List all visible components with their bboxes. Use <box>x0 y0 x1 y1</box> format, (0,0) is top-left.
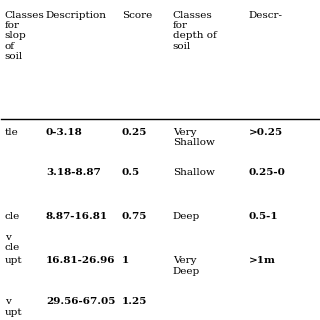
Text: Very
Shallow: Very Shallow <box>173 128 215 148</box>
Text: 0.5: 0.5 <box>122 168 140 177</box>
Text: 0.75: 0.75 <box>122 212 147 221</box>
Text: Classes
for
slop
of
soil: Classes for slop of soil <box>4 11 44 61</box>
Text: 3.18-8.87: 3.18-8.87 <box>46 168 100 177</box>
Text: >1m: >1m <box>249 256 276 265</box>
Text: 29.56-67.05: 29.56-67.05 <box>46 298 115 307</box>
Text: 8.87-16.81: 8.87-16.81 <box>46 212 108 221</box>
Text: v
upt: v upt <box>4 298 22 317</box>
Text: Deep: Deep <box>173 212 200 221</box>
Text: 1.25: 1.25 <box>122 298 147 307</box>
Text: Classes
for
depth of
soil: Classes for depth of soil <box>173 11 216 51</box>
Text: Description: Description <box>46 11 107 20</box>
Text: 0.25: 0.25 <box>122 128 147 137</box>
Text: tle: tle <box>4 128 18 137</box>
Text: 0.5-1: 0.5-1 <box>249 212 278 221</box>
Text: 1: 1 <box>122 256 129 265</box>
Text: Very
Deep: Very Deep <box>173 256 200 276</box>
Text: Score: Score <box>122 11 152 20</box>
Text: 0-3.18: 0-3.18 <box>46 128 83 137</box>
Text: Shallow: Shallow <box>173 168 215 177</box>
Text: >0.25: >0.25 <box>249 128 283 137</box>
Text: 16.81-26.96: 16.81-26.96 <box>46 256 115 265</box>
Text: Descr-: Descr- <box>249 11 283 20</box>
Text: 0.25-0: 0.25-0 <box>249 168 286 177</box>
Text: cle

v
cle: cle v cle <box>4 212 20 252</box>
Text: upt: upt <box>4 256 22 265</box>
